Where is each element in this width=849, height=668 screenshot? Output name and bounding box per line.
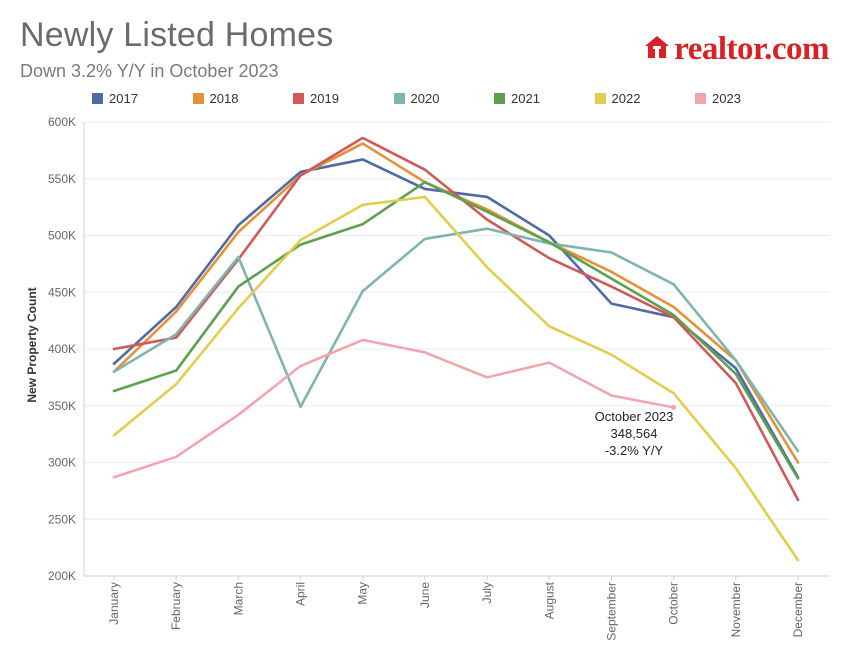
- legend-item-2021: 2021: [494, 91, 540, 106]
- y-tick-label: 400K: [48, 342, 76, 356]
- legend-label: 2022: [611, 91, 641, 106]
- chart-legend: 2017 2018 2019 2020 2021 2022 2023: [92, 91, 812, 109]
- x-tick-label: May: [356, 582, 370, 605]
- x-tick-label: December: [791, 582, 805, 637]
- legend-item-2023: 2023: [695, 91, 741, 106]
- brand-logo: realtor.com: [644, 30, 829, 68]
- legend-label: 2017: [109, 91, 138, 106]
- chart-title: Newly Listed Homes: [20, 16, 334, 54]
- legend-label: 2018: [209, 91, 239, 106]
- x-tick-label: September: [604, 582, 618, 641]
- y-tick-label: 350K: [48, 399, 76, 413]
- legend-item-2018: 2018: [192, 91, 239, 106]
- series-line-2018: [112, 142, 800, 464]
- annotation-text: -3.2% Y/Y: [605, 443, 664, 458]
- legend-item-2017: 2017: [92, 91, 138, 106]
- legend-swatch: [594, 93, 606, 104]
- y-tick-label: 600K: [48, 115, 76, 129]
- x-tick-label: August: [542, 581, 556, 619]
- series-line-2021: [112, 180, 800, 480]
- chart-subtitle: Down 3.2% Y/Y in October 2023: [20, 61, 279, 81]
- brand-name: realtor.com: [674, 30, 829, 67]
- y-tick-label: 500K: [48, 229, 76, 243]
- annotation-text: 348,564: [611, 426, 658, 441]
- legend-item-2019: 2019: [293, 91, 339, 106]
- legend-swatch: [293, 93, 304, 104]
- y-tick-label: 250K: [48, 512, 76, 526]
- legend-label: 2023: [712, 91, 741, 106]
- y-tick-label: 300K: [48, 456, 76, 470]
- legend-label: 2020: [410, 91, 440, 106]
- legend-swatch: [695, 93, 706, 104]
- x-tick-label: July: [480, 582, 494, 603]
- annotation-point: [671, 404, 677, 410]
- x-tick-label: November: [729, 582, 743, 637]
- y-axis-title: New Property Count: [25, 287, 39, 402]
- x-tick-label: October: [667, 582, 681, 625]
- legend-label: 2019: [310, 91, 339, 106]
- series-line-2019: [112, 136, 800, 502]
- y-tick-label: 550K: [48, 172, 76, 186]
- legend-swatch: [192, 93, 204, 104]
- legend-swatch: [494, 93, 505, 104]
- x-tick-label: April: [294, 582, 308, 606]
- x-tick-label: June: [418, 582, 432, 608]
- series-line-2023: [112, 338, 675, 479]
- legend-item-2022: 2022: [594, 91, 641, 106]
- y-tick-label: 200K: [48, 569, 76, 583]
- legend-swatch: [393, 93, 405, 104]
- series-line-2022: [112, 195, 800, 562]
- legend-item-2020: 2020: [393, 91, 440, 106]
- x-tick-label: February: [169, 582, 183, 630]
- y-tick-label: 450K: [48, 285, 76, 299]
- annotation-text: October 2023: [595, 409, 674, 424]
- legend-swatch: [92, 93, 103, 104]
- legend-label: 2021: [511, 91, 540, 106]
- x-tick-label: March: [231, 582, 245, 615]
- house-icon: [644, 35, 670, 64]
- x-tick-label: January: [107, 582, 121, 625]
